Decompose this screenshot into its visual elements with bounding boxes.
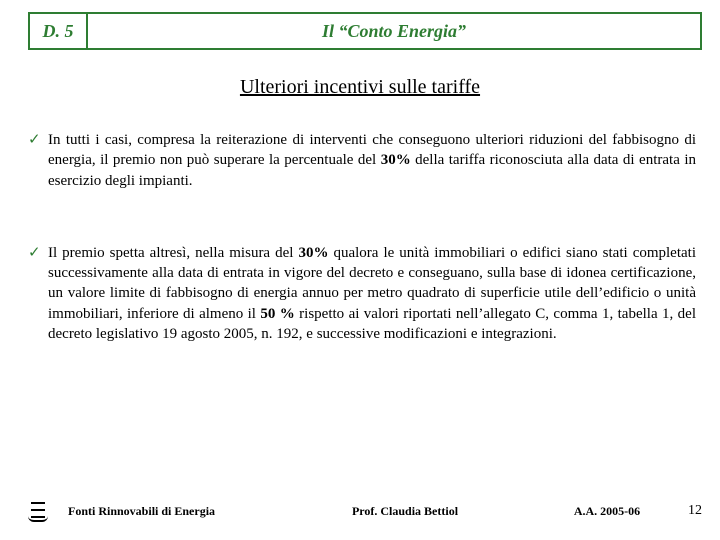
check-icon: ✓ — [28, 130, 48, 191]
bullet-1: ✓ In tutti i casi, compresa la reiterazi… — [28, 130, 696, 191]
footer-page-number: 12 — [672, 503, 702, 519]
footer-course: Fonti Rinnovabili di Energia — [68, 504, 268, 519]
footer: Fonti Rinnovabili di Energia Prof. Claud… — [28, 500, 702, 522]
bullet-1-text: In tutti i casi, compresa la reiterazion… — [48, 130, 696, 191]
header-title: Il “Conto Energia” — [88, 14, 700, 48]
header-bar: D. 5 Il “Conto Energia” — [28, 12, 702, 50]
footer-prof: Prof. Claudia Bettiol — [268, 504, 542, 519]
subtitle: Ulteriori incentivi sulle tariffe — [0, 76, 720, 99]
bullet-2-text: Il premio spetta altresì, nella misura d… — [48, 243, 696, 344]
content: ✓ In tutti i casi, compresa la reiterazi… — [28, 130, 696, 396]
check-icon: ✓ — [28, 243, 48, 344]
bullet-2: ✓ Il premio spetta altresì, nella misura… — [28, 243, 696, 344]
header-code: D. 5 — [30, 14, 88, 48]
footer-year: A.A. 2005-06 — [542, 504, 672, 519]
footer-logo-icon — [28, 500, 48, 522]
